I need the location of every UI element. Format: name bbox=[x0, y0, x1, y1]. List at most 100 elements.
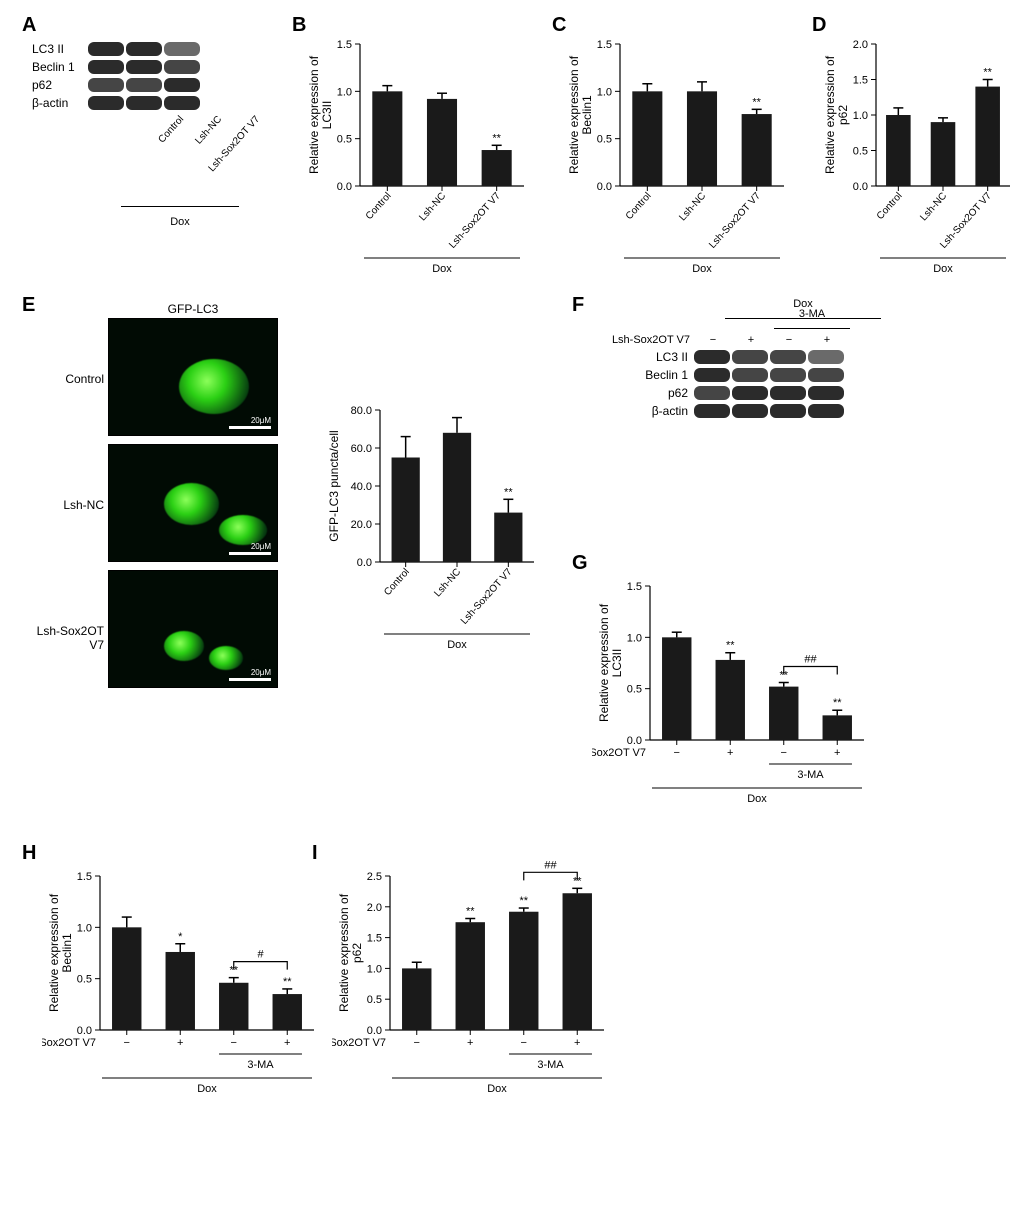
blot-protein-label: LC3 II bbox=[602, 350, 694, 364]
panel-label-F: F bbox=[572, 294, 584, 317]
blot-lane bbox=[808, 368, 844, 382]
svg-text:1.5: 1.5 bbox=[77, 871, 92, 883]
svg-text:+: + bbox=[177, 1037, 183, 1049]
blot-lane bbox=[770, 368, 806, 382]
blot-lane bbox=[126, 60, 162, 74]
blot-A: LC3 IIBeclin 1p62β-actin ControlLsh-NCLs… bbox=[32, 42, 272, 228]
blot-protein-label: p62 bbox=[32, 78, 88, 92]
chart-I: 0.00.51.01.52.02.5Relative expression of… bbox=[332, 858, 612, 1128]
svg-text:Lsh-Sox2OT V7: Lsh-Sox2OT V7 bbox=[459, 566, 515, 626]
svg-text:Dox: Dox bbox=[487, 1083, 507, 1095]
blot-sign: − bbox=[770, 334, 808, 346]
svg-text:3-MA: 3-MA bbox=[797, 769, 824, 781]
fluo-image bbox=[108, 318, 278, 436]
fluo-image bbox=[108, 570, 278, 688]
chart-B: 0.00.51.01.5Relative expression ofLC3II*… bbox=[302, 26, 532, 276]
svg-text:**: ** bbox=[983, 67, 992, 79]
svg-text:+: + bbox=[467, 1037, 473, 1049]
svg-text:1.0: 1.0 bbox=[77, 922, 92, 934]
blot-lane bbox=[126, 78, 162, 92]
blot-lane bbox=[694, 404, 730, 418]
svg-text:Lsh-Sox2OT V7: Lsh-Sox2OT V7 bbox=[332, 1037, 386, 1049]
fluo-label: Lsh-NC bbox=[24, 498, 104, 512]
svg-text:2.0: 2.0 bbox=[853, 39, 868, 51]
svg-text:+: + bbox=[727, 747, 733, 759]
chart-E: 0.020.040.060.080.0GFP-LC3 puncta/cell**… bbox=[322, 392, 542, 652]
svg-text:Relative expression of: Relative expression of bbox=[337, 893, 351, 1012]
fluo-header: GFP-LC3 bbox=[108, 302, 278, 316]
blot-lane bbox=[732, 368, 768, 382]
blot-lane bbox=[88, 60, 124, 74]
svg-text:3-MA: 3-MA bbox=[247, 1059, 274, 1071]
svg-text:Dox: Dox bbox=[447, 639, 467, 651]
blot-lane bbox=[694, 386, 730, 400]
svg-text:Relative expression of: Relative expression of bbox=[823, 55, 837, 174]
blot-lane bbox=[88, 78, 124, 92]
svg-text:Control: Control bbox=[382, 567, 412, 598]
blot-xlabel: Lsh-Sox2OT V7 bbox=[194, 114, 262, 188]
blot-protein-label: Beclin 1 bbox=[32, 60, 88, 74]
svg-text:Lsh-NC: Lsh-NC bbox=[417, 191, 448, 224]
svg-text:*: * bbox=[178, 931, 183, 943]
svg-text:Dox: Dox bbox=[692, 263, 712, 275]
chart-G: 0.00.51.01.5Relative expression ofLC3II*… bbox=[592, 568, 872, 838]
blot-lane bbox=[88, 96, 124, 110]
svg-text:1.5: 1.5 bbox=[367, 933, 382, 945]
svg-text:p62: p62 bbox=[350, 943, 364, 963]
svg-text:40.0: 40.0 bbox=[351, 481, 372, 493]
panel-label-E: E bbox=[22, 294, 35, 317]
blot-lane bbox=[126, 96, 162, 110]
blot-protein-label: Beclin 1 bbox=[602, 368, 694, 382]
svg-text:**: ** bbox=[492, 132, 501, 144]
svg-text:1.5: 1.5 bbox=[337, 39, 352, 51]
svg-text:0.5: 0.5 bbox=[337, 134, 352, 146]
svg-text:2.0: 2.0 bbox=[367, 902, 382, 914]
svg-text:0.0: 0.0 bbox=[357, 557, 372, 569]
svg-text:−: − bbox=[414, 1037, 420, 1049]
blot-lane bbox=[808, 404, 844, 418]
svg-text:0.0: 0.0 bbox=[337, 181, 352, 193]
blot-protein-label: β-actin bbox=[32, 96, 88, 110]
svg-text:1.0: 1.0 bbox=[597, 86, 612, 98]
svg-text:1.0: 1.0 bbox=[367, 963, 382, 975]
blot-lane bbox=[770, 404, 806, 418]
svg-text:1.5: 1.5 bbox=[627, 581, 642, 593]
blot-lane bbox=[88, 42, 124, 56]
svg-text:0.5: 0.5 bbox=[853, 146, 868, 158]
svg-text:−: − bbox=[521, 1037, 527, 1049]
blot-lane bbox=[126, 42, 162, 56]
svg-text:0.5: 0.5 bbox=[627, 684, 642, 696]
svg-text:1.0: 1.0 bbox=[853, 110, 868, 122]
svg-text:0.0: 0.0 bbox=[367, 1025, 382, 1037]
svg-text:Relative expression of: Relative expression of bbox=[47, 893, 61, 1012]
blot-sign: + bbox=[808, 334, 846, 346]
scalebar bbox=[229, 552, 271, 555]
svg-text:##: ## bbox=[804, 654, 817, 666]
blot-lane bbox=[732, 350, 768, 364]
svg-text:Lsh-Sox2OT V7: Lsh-Sox2OT V7 bbox=[447, 190, 503, 250]
blot-lane bbox=[808, 386, 844, 400]
fluo-image bbox=[108, 444, 278, 562]
svg-text:1.5: 1.5 bbox=[597, 39, 612, 51]
fluo-label: Lsh-Sox2OT V7 bbox=[24, 624, 104, 652]
svg-text:1.0: 1.0 bbox=[337, 86, 352, 98]
svg-text:−: − bbox=[124, 1037, 130, 1049]
blot-row: Beclin 1 bbox=[602, 368, 912, 382]
svg-text:Control: Control bbox=[364, 191, 394, 222]
chart-C: 0.00.51.01.5Relative expression ofBeclin… bbox=[562, 26, 792, 276]
blot-lane bbox=[732, 404, 768, 418]
svg-text:Control: Control bbox=[875, 191, 905, 222]
svg-text:**: ** bbox=[752, 96, 761, 108]
chart-H: 0.00.51.01.5Relative expression ofBeclin… bbox=[42, 858, 322, 1128]
blot-lane bbox=[732, 386, 768, 400]
figure-root: A B C D E F G H I LC3 IIBeclin 1p62β-act… bbox=[12, 12, 1008, 1200]
scalebar bbox=[229, 678, 271, 681]
svg-text:0.0: 0.0 bbox=[627, 735, 642, 747]
blot-row: β-actin bbox=[32, 96, 272, 110]
svg-text:+: + bbox=[284, 1037, 290, 1049]
blot-lane bbox=[770, 386, 806, 400]
blot-row: Beclin 1 bbox=[32, 60, 272, 74]
svg-text:Lsh-Sox2OT V7: Lsh-Sox2OT V7 bbox=[707, 190, 763, 250]
blotF-rowlabel: Lsh-Sox2OT V7 bbox=[602, 334, 694, 346]
fluo-label: Control bbox=[24, 372, 104, 386]
